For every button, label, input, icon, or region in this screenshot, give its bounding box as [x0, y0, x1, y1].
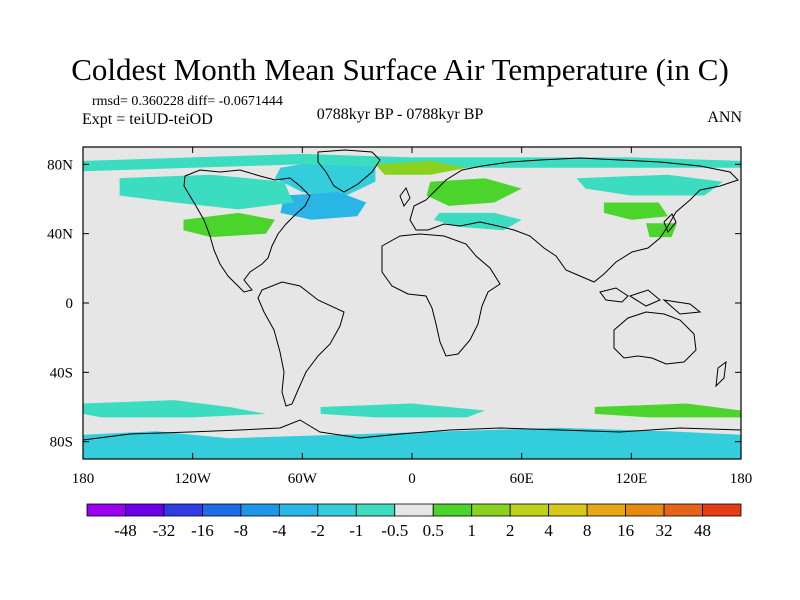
x-tick-label: 120E — [615, 471, 647, 487]
colorbar-label: -8 — [234, 521, 248, 540]
colorbar-swatch — [240, 503, 280, 517]
colorbar-swatch — [586, 503, 626, 517]
scandinavia-anomaly — [426, 178, 522, 206]
colorbar-label: 32 — [656, 521, 673, 540]
y-tick-label: 40N — [47, 227, 73, 243]
colorbar-label: -48 — [114, 521, 137, 540]
coast-british-isles — [399, 186, 411, 208]
colorbar-swatch — [548, 503, 588, 517]
coast-south-america — [257, 281, 345, 407]
colorbar-label: 4 — [544, 521, 553, 540]
experiment-label: Expt = teiUD-teiOD — [82, 111, 213, 128]
x-tick-label: 120W — [174, 471, 212, 487]
colorbar-swatch — [625, 503, 665, 517]
season-label: ANN — [707, 109, 742, 126]
coast-japan — [663, 213, 677, 233]
x-axis: 180 120W 60W 0 60E 120E 180 — [72, 147, 753, 487]
asia-anomaly — [603, 202, 668, 220]
y-tick-label: 0 — [66, 296, 74, 312]
north-atlantic-anomaly — [280, 192, 367, 220]
southern-ocean-anomaly-3 — [594, 403, 741, 418]
y-tick-label: 80N — [47, 157, 73, 173]
coast-australia — [613, 311, 697, 365]
coast-southeast-asia — [599, 287, 702, 315]
siberia-anomaly — [576, 174, 723, 196]
colorbar-label: -4 — [272, 521, 287, 540]
north-america-south-anomaly — [183, 212, 275, 238]
colorbar-label: 2 — [506, 521, 515, 540]
colorbar-swatch — [125, 503, 165, 517]
coast-new-zealand — [715, 360, 727, 388]
period-label: 0788kyr BP - 0788kyr BP — [316, 106, 484, 123]
x-tick-label: 0 — [408, 471, 416, 487]
antarctica-anomaly — [83, 427, 741, 459]
coast-north-america — [183, 169, 311, 293]
colorbar-swatch — [432, 503, 473, 517]
coastlines — [82, 149, 742, 441]
colorbar-label: -16 — [191, 521, 214, 540]
map-panel: 180 120W 60W 0 60E 120E 180 80N 40N 0 40S 80S — [47, 146, 753, 487]
japan-anomaly — [646, 223, 677, 238]
colorbar-label: 48 — [694, 521, 711, 540]
north-america-anomaly — [119, 174, 294, 210]
colorbar-swatch — [86, 503, 126, 517]
colorbar-swatch — [471, 503, 511, 517]
colorbar-label: -2 — [311, 521, 325, 540]
y-axis: 80N 40N 0 40S 80S — [47, 157, 741, 451]
coast-eurasia — [409, 157, 739, 283]
southern-ocean-anomaly-1 — [83, 400, 266, 418]
colorbar-swatch — [202, 503, 242, 517]
x-tick-label: 180 — [72, 471, 95, 487]
stats-text: rmsd= 0.360228 diff= -0.0671444 — [92, 94, 283, 109]
y-tick-label: 40S — [50, 365, 73, 381]
x-tick-label: 60E — [510, 471, 534, 487]
coast-africa — [381, 233, 501, 357]
colorbar-swatch — [278, 503, 319, 517]
colorbar-swatch — [317, 503, 357, 517]
colorbar-label: 1 — [467, 521, 476, 540]
coast-greenland — [317, 149, 381, 193]
southern-ocean-anomaly-2 — [320, 403, 486, 418]
coast-antarctica — [82, 419, 742, 441]
colorbar-label: 8 — [583, 521, 592, 540]
svalbard-anomaly — [375, 160, 467, 175]
x-tick-label: 180 — [730, 471, 753, 487]
y-tick-label: 80S — [50, 435, 73, 451]
colorbar-label: -0.5 — [381, 521, 408, 540]
colorbar-swatch — [702, 503, 742, 517]
colorbar-swatch — [663, 503, 703, 517]
colorbar-label: 16 — [617, 521, 634, 540]
colorbar-swatch — [509, 503, 550, 517]
colorbar: -48 -32 -16 -8 -4 -2 -1 -0.5 0.5 1 2 4 8 16 32 48 — [86, 503, 742, 540]
colorbar-swatch — [163, 503, 203, 517]
colorbar-label: 0.5 — [423, 521, 444, 540]
map-title: Coldest Month Mean Surface Air Temperatu… — [71, 52, 729, 87]
colorbar-label: -1 — [349, 521, 363, 540]
colorbar-swatch — [394, 503, 434, 517]
colorbar-swatch — [355, 503, 396, 517]
colorbar-label: -32 — [153, 521, 176, 540]
x-tick-label: 60W — [288, 471, 318, 487]
